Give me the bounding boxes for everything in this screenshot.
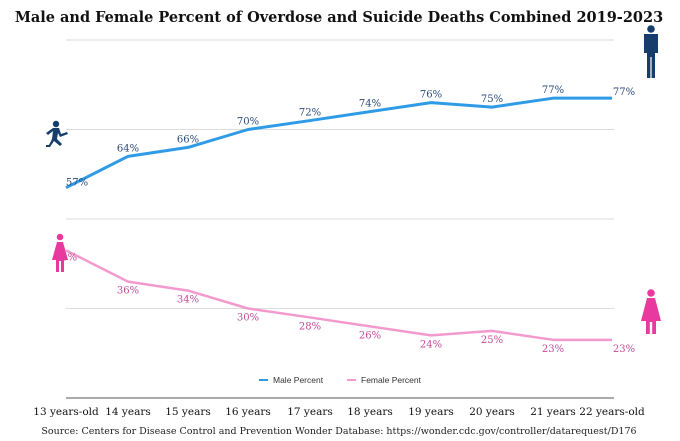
data-label: 23% [613, 344, 635, 355]
data-label: 76% [420, 90, 442, 101]
data-label: 64% [117, 143, 139, 154]
data-label: 23% [542, 344, 564, 355]
data-label: 74% [359, 99, 381, 110]
x-tick-label: 13 years-old [33, 406, 99, 418]
x-tick-label: 15 years [165, 406, 211, 418]
data-label: 28% [299, 321, 321, 332]
data-label: 30% [237, 313, 259, 324]
data-label: 25% [481, 335, 503, 346]
legend-label-female: Female Percent [361, 375, 422, 385]
woman-icon [641, 289, 661, 334]
point-labels: 57%64%66%70%72%74%76%75%77%77%43%36%34%3… [55, 85, 635, 355]
data-label: 66% [177, 134, 199, 145]
x-tick-label: 17 years [287, 406, 333, 418]
data-label: 24% [420, 339, 442, 350]
grid [66, 39, 614, 309]
woman-icon [52, 233, 68, 272]
legend-label-male: Male Percent [273, 375, 324, 385]
x-tick-label: 20 years [469, 406, 515, 418]
runner-icon [46, 120, 68, 147]
male-series-line [65, 96, 612, 190]
x-tick-label: 14 years [105, 406, 151, 418]
x-tick-label: 21 years [530, 406, 576, 418]
data-label: 72% [299, 108, 321, 119]
source-note: Source: Centers for Disease Control and … [41, 426, 636, 437]
data-label: 77% [542, 85, 564, 96]
data-label: 26% [359, 330, 381, 341]
x-tick-label: 22 years-old [579, 406, 645, 418]
man-icon [644, 25, 658, 78]
data-label: 34% [177, 295, 199, 306]
data-label: 36% [117, 286, 139, 297]
data-label: 75% [481, 94, 503, 105]
chart-title: Male and Female Percent of Overdose and … [15, 9, 663, 26]
x-tick-label: 19 years [408, 406, 454, 418]
x-tick-label: 16 years [225, 406, 271, 418]
x-tick-labels: 13 years-old 14 years 15 years 16 years 17 y… [33, 406, 645, 418]
data-label: 70% [237, 117, 259, 128]
data-label: 57% [66, 178, 88, 189]
x-tick-label: 18 years [347, 406, 393, 418]
data-label: 77% [613, 87, 635, 98]
legend: Male Percent Female Percent [259, 375, 422, 385]
series-lines [65, 96, 612, 342]
female-series-line [65, 249, 612, 342]
